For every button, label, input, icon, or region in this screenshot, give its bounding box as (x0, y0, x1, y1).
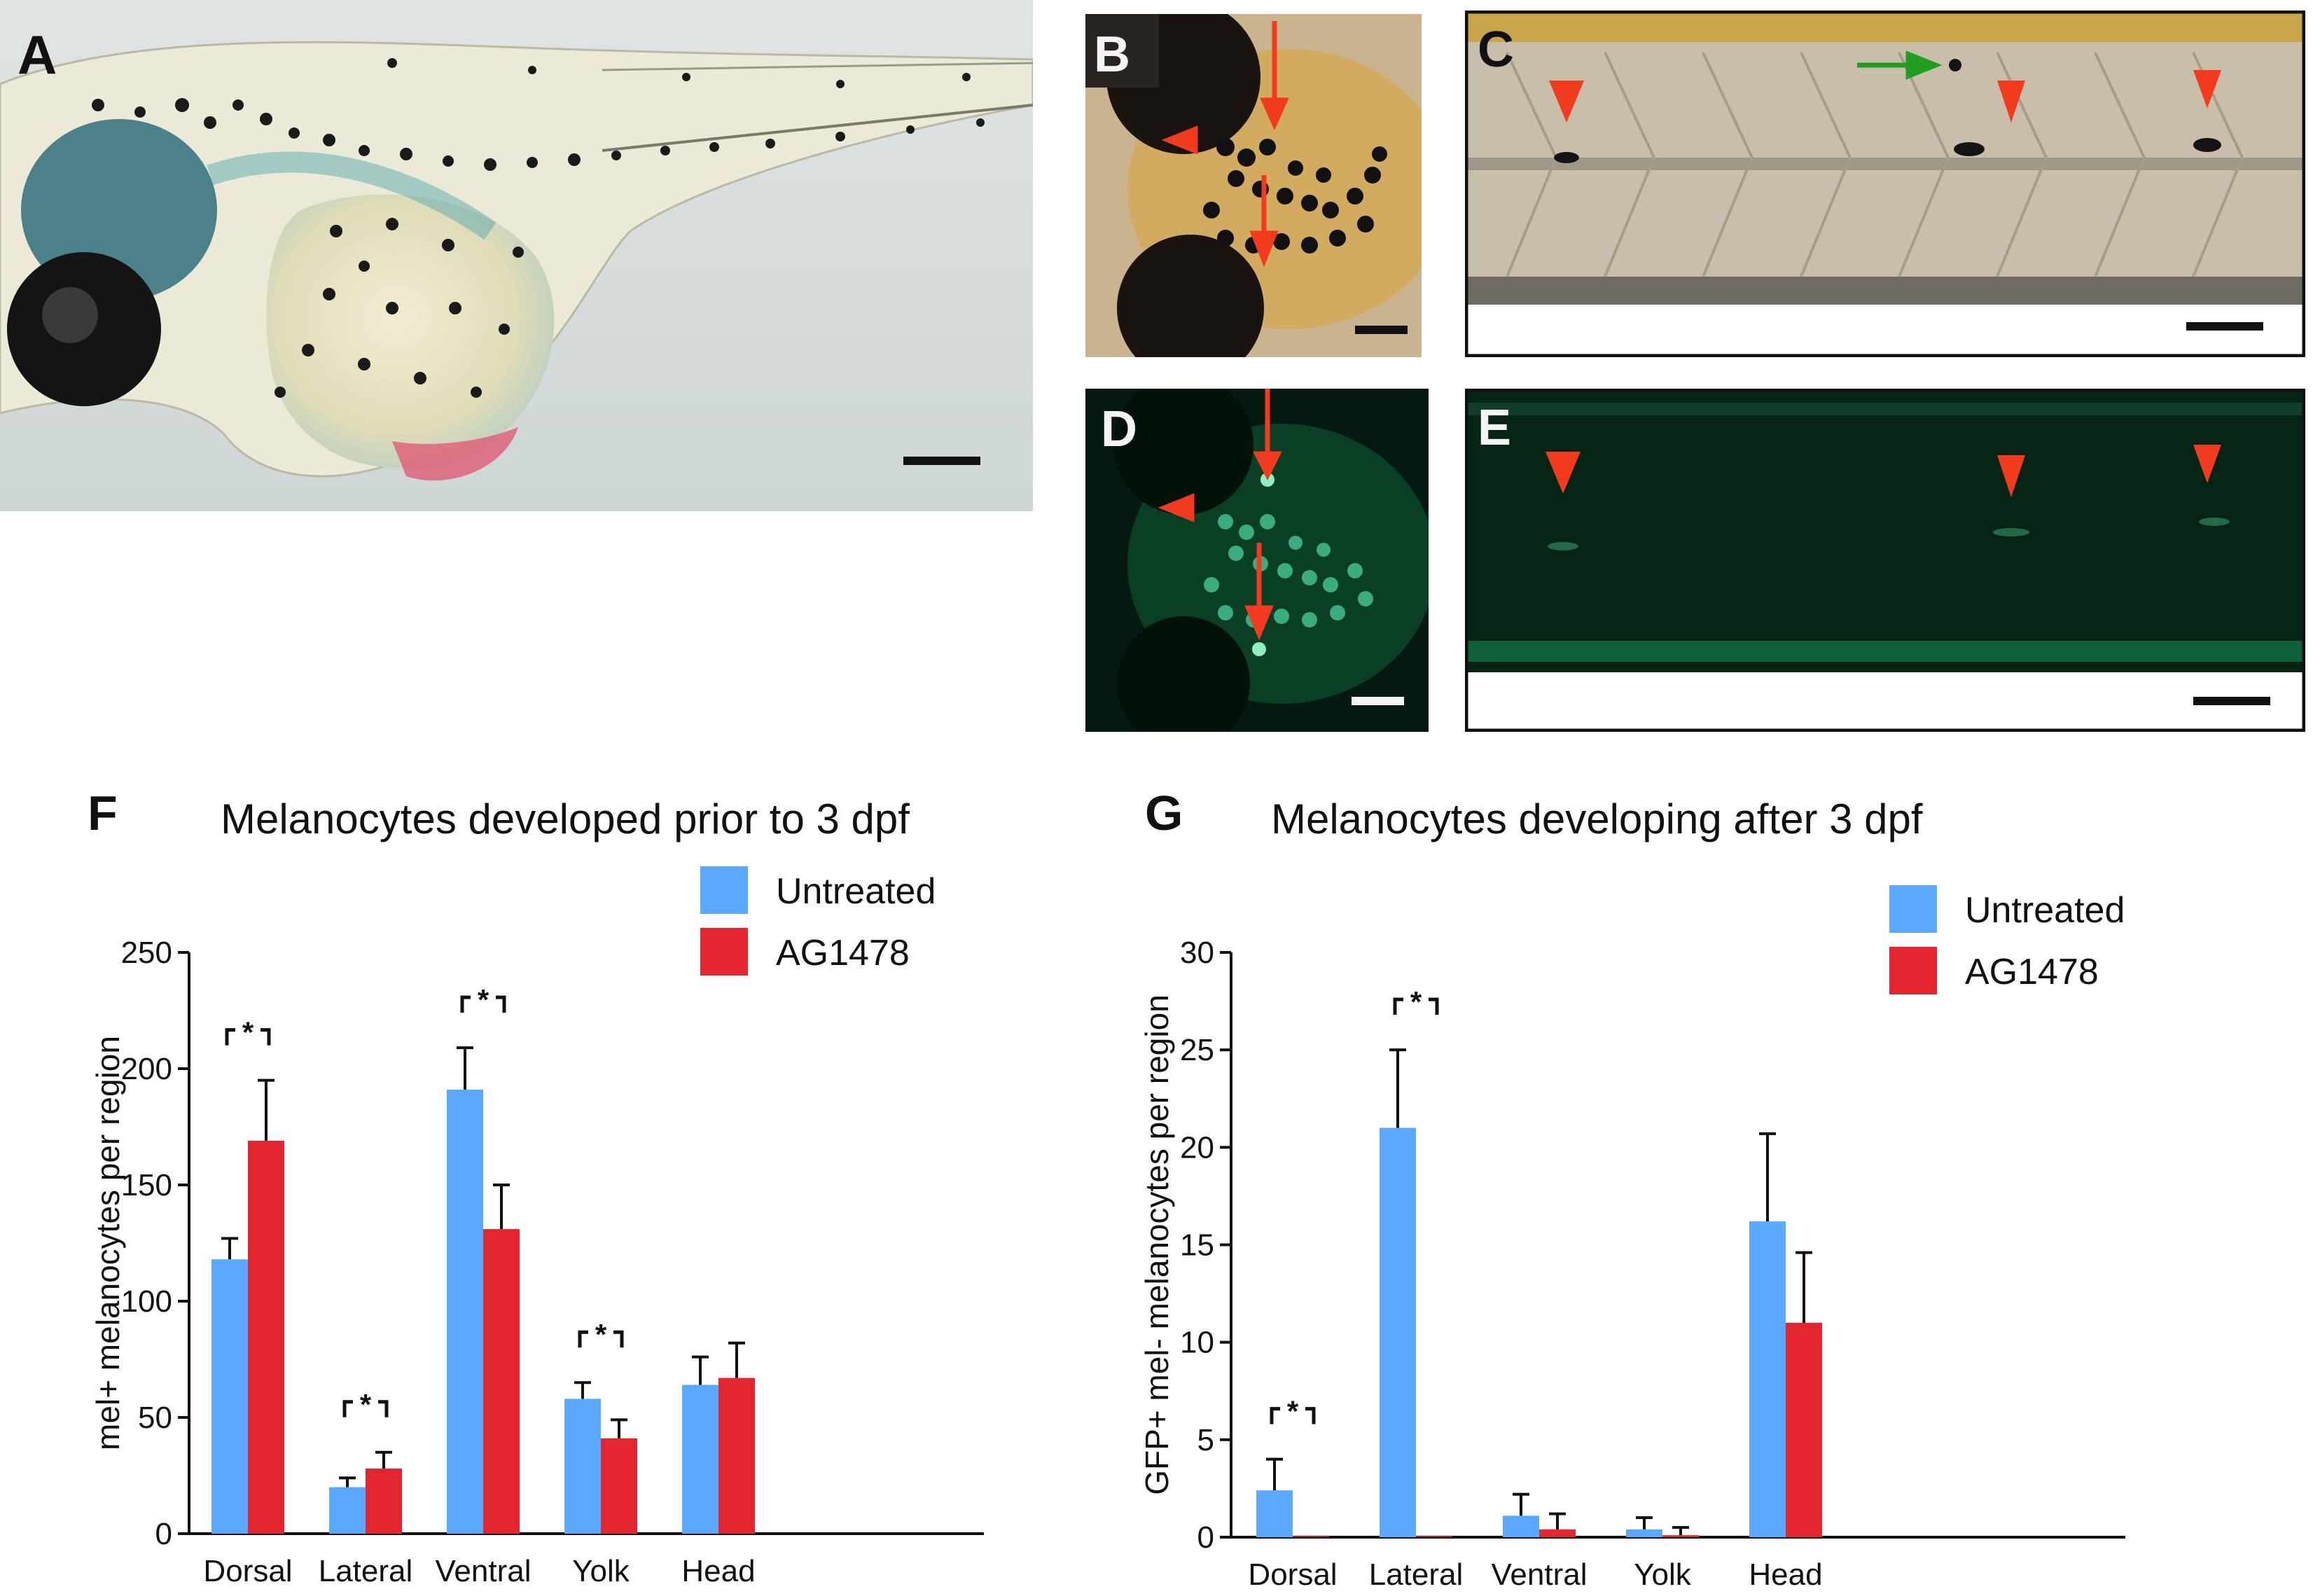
y-tick-label: 15 (1180, 1228, 1214, 1263)
bar-charts: F Melanocytes developed prior to 3 dpf050… (88, 786, 2125, 1592)
panel-e-label: E (1478, 400, 1511, 456)
bar-ventral-ag1478 (483, 1229, 520, 1534)
significance-bracket (1393, 997, 1403, 1015)
panel-a-image: A (0, 0, 1033, 511)
x-tick-label: Ventral (436, 1554, 532, 1588)
chart-panel-label: F (88, 786, 118, 840)
significance-bracket (496, 995, 506, 1013)
bar-head-untreated (1749, 1221, 1786, 1537)
legend-swatch (1889, 885, 1937, 933)
panel-c-label: C (1478, 22, 1514, 78)
significance-star: * (1287, 1395, 1299, 1428)
significance-bracket (378, 1400, 389, 1417)
significance-bracket (261, 1028, 271, 1046)
x-tick-label: Yolk (1634, 1557, 1692, 1592)
x-tick-label: Ventral (1492, 1557, 1588, 1592)
y-tick-label: 100 (121, 1284, 172, 1319)
panel-a-label: A (18, 24, 57, 85)
significance-bracket (613, 1330, 624, 1348)
x-tick-label: Lateral (1369, 1557, 1464, 1592)
bar-yolk-ag1478 (1662, 1535, 1699, 1537)
significance-star: * (478, 983, 489, 1016)
x-tick-label: Lateral (319, 1554, 413, 1588)
bar-head-ag1478 (1786, 1322, 1822, 1537)
panel-d-image: D (1085, 389, 1429, 732)
panel-b-label: B (1094, 27, 1130, 83)
chart-title: Melanocytes developed prior to 3 dpf (221, 796, 910, 842)
y-tick-label: 250 (121, 936, 172, 970)
panel-e-image: E (1465, 389, 2305, 732)
x-tick-label: Head (1749, 1557, 1822, 1592)
melanocyte-spots (92, 58, 985, 398)
significance-bracket (1305, 1407, 1316, 1424)
significance-star: * (1410, 985, 1422, 1018)
significance-bracket (1270, 1407, 1280, 1424)
chart-f: F Melanocytes developed prior to 3 dpf 0 50… (88, 786, 984, 1588)
bar-yolk-untreated (1626, 1529, 1662, 1537)
y-tick-label: 20 (1180, 1130, 1214, 1165)
y-tick-label: 25 (1180, 1033, 1214, 1067)
y-tick-label: 150 (121, 1168, 172, 1202)
bar-dorsal-untreated (211, 1259, 248, 1534)
y-tick-label: 50 (138, 1401, 172, 1435)
panel-d-label: D (1101, 401, 1137, 457)
bar-head-ag1478 (718, 1378, 755, 1534)
x-tick-label: Head (681, 1554, 755, 1588)
significance-star: * (242, 1016, 254, 1049)
bar-ventral-untreated (447, 1089, 483, 1534)
legend-label: AG1478 (776, 933, 910, 973)
significance-star: * (595, 1318, 607, 1351)
legend-label: Untreated (1965, 890, 2125, 931)
y-tick-label: 0 (1197, 1520, 1214, 1555)
panel-c-image: C (1465, 11, 2305, 357)
bar-head-untreated (682, 1385, 718, 1534)
legend-swatch (1889, 947, 1937, 994)
bar-yolk-untreated (564, 1399, 601, 1534)
bar-dorsal-untreated (1256, 1490, 1293, 1537)
panel-b-image: B (1085, 14, 1422, 357)
bar-ventral-ag1478 (1539, 1529, 1576, 1537)
x-tick-label: Dorsal (203, 1554, 292, 1588)
chart-g: G Melanocytes developing after 3 dpf 0 5 10 1… (1139, 786, 2125, 1592)
legend-label: AG1478 (1965, 952, 2099, 992)
y-tick-label: 5 (1197, 1423, 1214, 1457)
x-tick-label: Dorsal (1248, 1557, 1337, 1592)
bar-lateral-ag1478 (1416, 1536, 1452, 1537)
bar-lateral-untreated (1380, 1127, 1416, 1537)
y-tick-label: 0 (155, 1517, 172, 1551)
y-axis-label: GFP+ mel- melanocytes per region (1139, 994, 1175, 1495)
y-tick-label: 10 (1180, 1326, 1214, 1360)
bar-lateral-untreated (329, 1487, 366, 1534)
bar-dorsal-ag1478 (1293, 1536, 1329, 1537)
significance-bracket (460, 995, 471, 1013)
x-tick-label: Yolk (572, 1554, 630, 1588)
y-tick-label: 200 (121, 1052, 172, 1086)
y-tick-label: 30 (1180, 936, 1214, 970)
bar-yolk-ag1478 (601, 1438, 637, 1534)
bar-dorsal-ag1478 (248, 1140, 284, 1534)
y-axis-label: mel+ melanocytes per region (90, 1036, 126, 1450)
significance-bracket (342, 1400, 353, 1417)
significance-bracket (1429, 997, 1439, 1015)
chart-title: Melanocytes developing after 3 dpf (1271, 796, 1923, 842)
legend-swatch (700, 866, 748, 914)
bar-ventral-untreated (1503, 1515, 1539, 1537)
legend-swatch (700, 928, 748, 976)
bar-lateral-ag1478 (366, 1469, 402, 1534)
chart-panel-label: G (1145, 786, 1183, 840)
significance-bracket (578, 1330, 588, 1348)
significance-star: * (360, 1388, 372, 1421)
significance-bracket (225, 1028, 235, 1046)
legend-label: Untreated (776, 871, 936, 912)
